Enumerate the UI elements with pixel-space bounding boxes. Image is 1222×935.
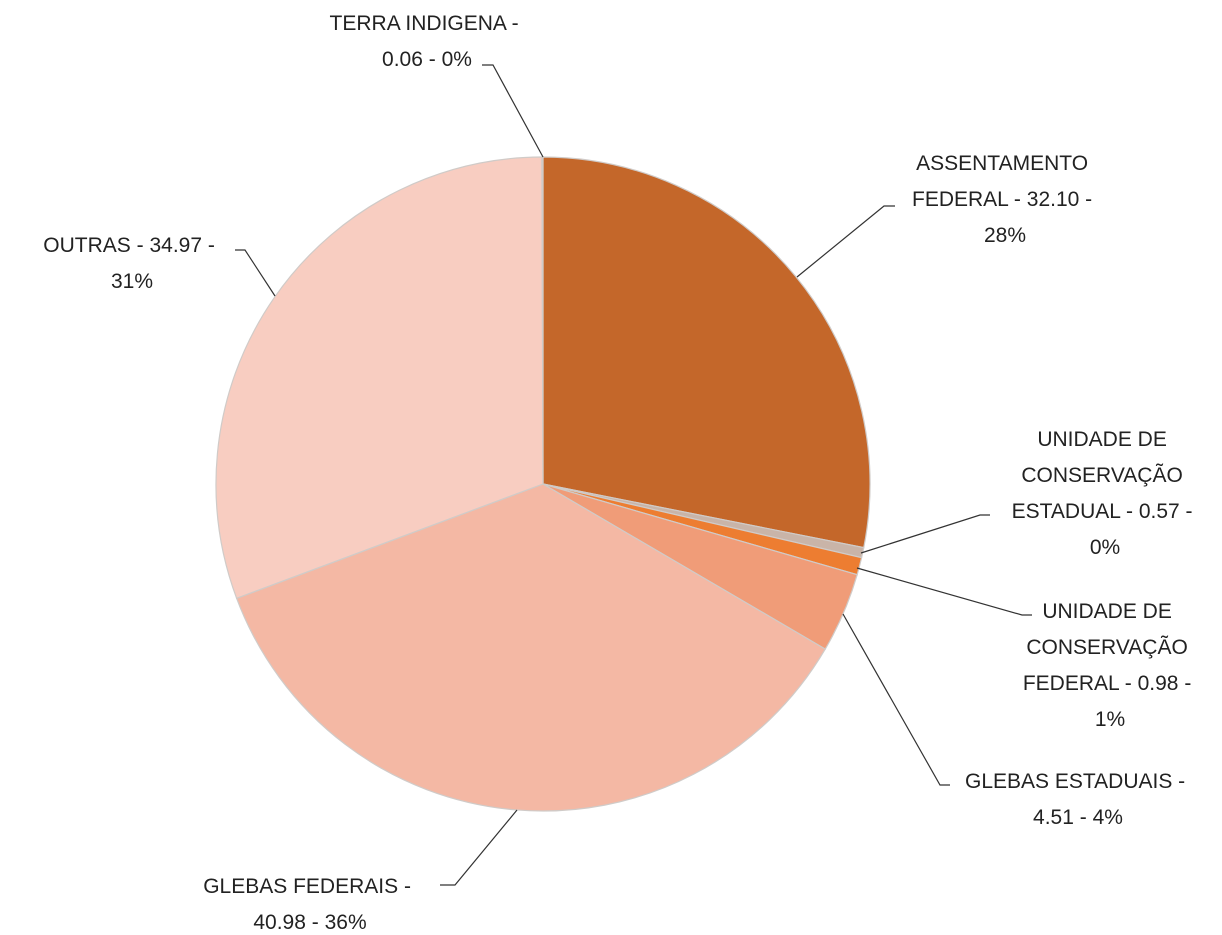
percent-label: 36% xyxy=(325,911,367,934)
category-word: GLEBAS xyxy=(965,770,1055,793)
category-word: CONSERVAÇÃO xyxy=(1026,635,1193,659)
value-label: 34.97 xyxy=(149,234,202,257)
leader-line xyxy=(796,205,895,278)
leader-line xyxy=(440,809,518,886)
category-word: FEDERAL xyxy=(912,188,1008,211)
category-word: UNIDADE xyxy=(1042,600,1142,623)
separator: - xyxy=(1079,188,1098,211)
value-label: 0.98 xyxy=(1138,672,1179,695)
category-word: OUTRAS xyxy=(43,234,131,257)
percent-label: 0% xyxy=(1090,536,1120,559)
data-label: OUTRAS - 34.97 - 31% xyxy=(43,234,220,293)
leader-line xyxy=(482,64,544,158)
data-label: GLEBAS FEDERAIS - 40.98 - 36% xyxy=(203,875,417,934)
separator: - xyxy=(1178,672,1197,695)
separator: - xyxy=(1172,770,1191,793)
data-label: UNIDADE DE CONSERVAÇÃO ESTADUAL - 0.57 -… xyxy=(1012,428,1199,559)
pie-slice xyxy=(215,156,544,600)
value-label: 32.10 xyxy=(1027,188,1080,211)
category-word: GLEBAS xyxy=(203,875,293,898)
leader-line xyxy=(235,249,276,297)
separator: - xyxy=(398,875,417,898)
separator: - xyxy=(202,234,221,257)
category-word: CONSERVAÇÃO xyxy=(1021,463,1188,487)
category-word: ASSENTAMENTO xyxy=(916,152,1094,175)
category-word: INDIGENA xyxy=(405,12,507,35)
leader-line xyxy=(860,514,990,554)
category-word: TERRA xyxy=(330,12,406,35)
category-word: DE xyxy=(1143,600,1178,623)
category-word: ESTADUAIS xyxy=(1055,770,1172,793)
category-word: DE xyxy=(1138,428,1173,451)
value-label: 4.51 xyxy=(1033,806,1074,829)
category-label: GLEBAS ESTADUAIS xyxy=(965,770,1172,793)
category-word: FEDERAIS xyxy=(293,875,398,898)
category-label: UNIDADE DE CONSERVAÇÃO FEDERAL xyxy=(1023,600,1194,695)
leader-line xyxy=(842,613,950,786)
category-label: TERRA INDIGENA xyxy=(330,12,507,35)
value-label: 0.57 xyxy=(1139,500,1180,523)
separator: - xyxy=(1074,806,1093,829)
value-label: 40.98 xyxy=(253,911,306,934)
category-label: ASSENTAMENTO FEDERAL xyxy=(912,152,1094,211)
category-word: ESTADUAL xyxy=(1012,500,1121,523)
data-label: GLEBAS ESTADUAIS - 4.51 - 4% xyxy=(965,770,1191,829)
category-label: UNIDADE DE CONSERVAÇÃO ESTADUAL xyxy=(1012,428,1189,523)
percent-label: 31% xyxy=(111,270,153,293)
pie-slice xyxy=(235,483,827,812)
data-label: UNIDADE DE CONSERVAÇÃO FEDERAL - 0.98 - … xyxy=(1023,600,1197,731)
separator: - xyxy=(506,12,525,35)
separator: - xyxy=(306,911,325,934)
percent-label: 4% xyxy=(1093,806,1123,829)
category-label: OUTRAS xyxy=(43,234,131,257)
separator: - xyxy=(1120,500,1139,523)
separator: - xyxy=(1008,188,1027,211)
separator: - xyxy=(1119,672,1138,695)
leader-line xyxy=(856,567,1032,616)
data-label: ASSENTAMENTO FEDERAL - 32.10 - 28% xyxy=(912,152,1098,247)
pie-slice xyxy=(542,156,871,549)
category-label: GLEBAS FEDERAIS xyxy=(203,875,398,898)
value-label: 0.06 xyxy=(382,48,423,71)
separator: - xyxy=(1180,500,1199,523)
category-word: FEDERAL xyxy=(1023,672,1119,695)
percent-label: 28% xyxy=(984,224,1026,247)
separator: - xyxy=(131,234,150,257)
data-label: TERRA INDIGENA - 0.06 - 0% xyxy=(330,12,525,71)
separator: - xyxy=(423,48,442,71)
percent-label: 1% xyxy=(1095,708,1125,731)
category-word: UNIDADE xyxy=(1037,428,1137,451)
percent-label: 0% xyxy=(442,48,472,71)
